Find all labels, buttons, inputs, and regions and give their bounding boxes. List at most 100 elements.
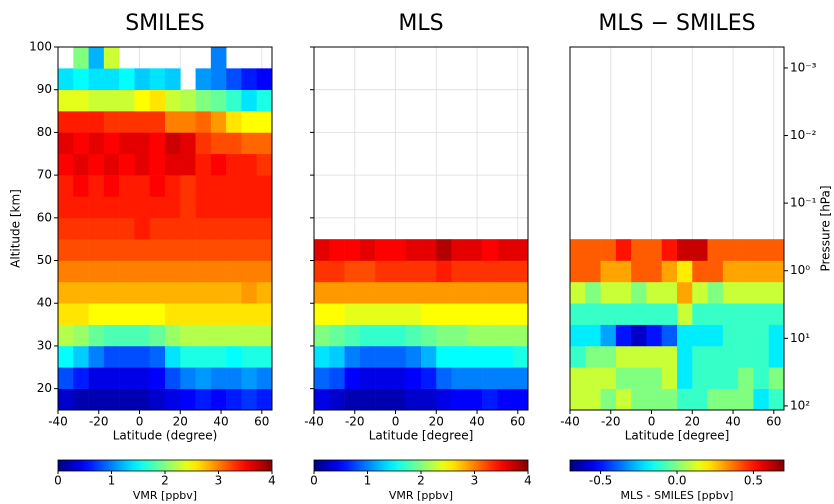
heatmap-cell xyxy=(585,324,601,347)
heatmap-cell xyxy=(646,239,663,261)
heatmap-cell xyxy=(210,68,227,91)
panel-title: MLS − SMILES xyxy=(598,11,755,36)
heatmap-cell xyxy=(226,68,242,91)
heatmap-cell xyxy=(134,196,151,219)
heatmap-cell xyxy=(149,388,166,411)
heatmap-cell xyxy=(165,196,181,219)
heatmap-cell xyxy=(512,367,529,389)
heatmap-cell xyxy=(329,239,345,261)
heatmap-cell xyxy=(256,260,273,283)
heatmap-cell xyxy=(58,89,74,112)
heatmap-cell xyxy=(210,367,227,389)
heatmap-cell xyxy=(134,68,151,91)
heatmap-cell xyxy=(707,324,724,347)
heatmap-cell xyxy=(738,260,754,283)
heatmap-cell xyxy=(226,345,242,368)
heatmap-cell xyxy=(73,367,89,389)
heatmap-cell xyxy=(226,239,242,261)
x-tick-label: 20 xyxy=(173,415,188,429)
heatmap-cell xyxy=(451,303,468,325)
colorbar-tick-label: 3 xyxy=(471,474,479,488)
heatmap-cell xyxy=(58,260,74,283)
heatmap-cell xyxy=(600,388,617,411)
heatmap-cell xyxy=(329,345,345,368)
heatmap-cell xyxy=(585,303,601,325)
heatmap-cell xyxy=(390,281,407,304)
heatmap-cell xyxy=(210,303,227,325)
heatmap-cell xyxy=(512,239,529,261)
heatmap-cell xyxy=(165,303,181,325)
heatmap-cell xyxy=(73,132,89,155)
heatmap-cell xyxy=(570,388,586,411)
heatmap-cell xyxy=(722,367,739,389)
heatmap-cell xyxy=(195,303,212,325)
heatmap-cell xyxy=(768,367,785,389)
heatmap-cell xyxy=(195,153,212,176)
heatmap-cell xyxy=(329,324,345,347)
heatmap-cell xyxy=(226,153,242,176)
heatmap-cell xyxy=(58,324,74,347)
heatmap-cell xyxy=(180,196,196,219)
colorbar-tick-label: 0 xyxy=(310,474,318,488)
heatmap-cell xyxy=(149,89,166,112)
heatmap-cell xyxy=(58,153,74,176)
colorbar xyxy=(313,459,529,472)
heatmap-cell xyxy=(241,345,258,368)
plot-frame xyxy=(569,46,785,411)
heatmap-cell xyxy=(119,175,135,197)
heatmap-cell xyxy=(405,388,422,411)
heatmap-cell xyxy=(497,239,514,261)
heatmap-cell xyxy=(738,367,754,389)
heatmap-cell xyxy=(180,345,196,368)
heatmap-cell xyxy=(738,239,754,261)
y-tick-label: 60 xyxy=(37,210,52,224)
plot-frame xyxy=(313,46,529,411)
heatmap-cell xyxy=(73,303,89,325)
heatmap-cell xyxy=(165,260,181,283)
y-tick-label: 70 xyxy=(37,168,52,182)
heatmap-cell xyxy=(210,239,227,261)
heatmap-cell xyxy=(768,260,785,283)
heatmap-cell xyxy=(256,324,273,347)
heatmap-cell xyxy=(103,239,120,261)
heatmap-cell xyxy=(195,89,212,112)
heatmap-cell xyxy=(738,388,754,411)
heatmap-cell xyxy=(497,345,514,368)
heatmap-cell xyxy=(226,260,242,283)
heatmap-cell xyxy=(512,388,529,411)
heatmap-cell xyxy=(149,111,166,133)
heatmap-cell xyxy=(210,388,227,411)
heatmap-cell xyxy=(421,239,437,261)
heatmap-cell xyxy=(119,260,135,283)
heatmap-cell xyxy=(134,260,151,283)
heatmap-cell xyxy=(707,303,724,325)
heatmap-cell xyxy=(149,281,166,304)
heatmap-cell xyxy=(466,260,483,283)
heatmap-cell xyxy=(210,324,227,347)
heatmap-cell xyxy=(210,47,227,69)
heatmap-cell xyxy=(436,345,452,368)
heatmap-cell xyxy=(466,345,483,368)
heatmap-cell xyxy=(722,239,739,261)
heatmap-cell xyxy=(210,345,227,368)
heatmap-cell xyxy=(344,324,361,347)
heatmap-cell xyxy=(497,260,514,283)
heatmap-cell xyxy=(210,175,227,197)
heatmap-cell xyxy=(165,89,181,112)
heatmap-cell xyxy=(482,324,498,347)
heatmap-cell xyxy=(768,324,785,347)
heatmap-cell xyxy=(753,303,770,325)
heatmap-cell xyxy=(482,260,498,283)
heatmap-cell xyxy=(195,388,212,411)
heatmap-cell xyxy=(497,324,514,347)
heatmap-cell xyxy=(421,345,437,368)
heatmap-cell xyxy=(58,303,74,325)
heatmap-cell xyxy=(256,239,273,261)
heatmap-cell xyxy=(73,111,89,133)
heatmap-cell xyxy=(646,281,663,304)
heatmap-cell xyxy=(241,217,258,240)
heatmap-cell xyxy=(738,281,754,304)
heatmap-cell xyxy=(661,239,678,261)
heatmap-cell xyxy=(570,239,586,261)
heatmap-cell xyxy=(58,68,74,91)
